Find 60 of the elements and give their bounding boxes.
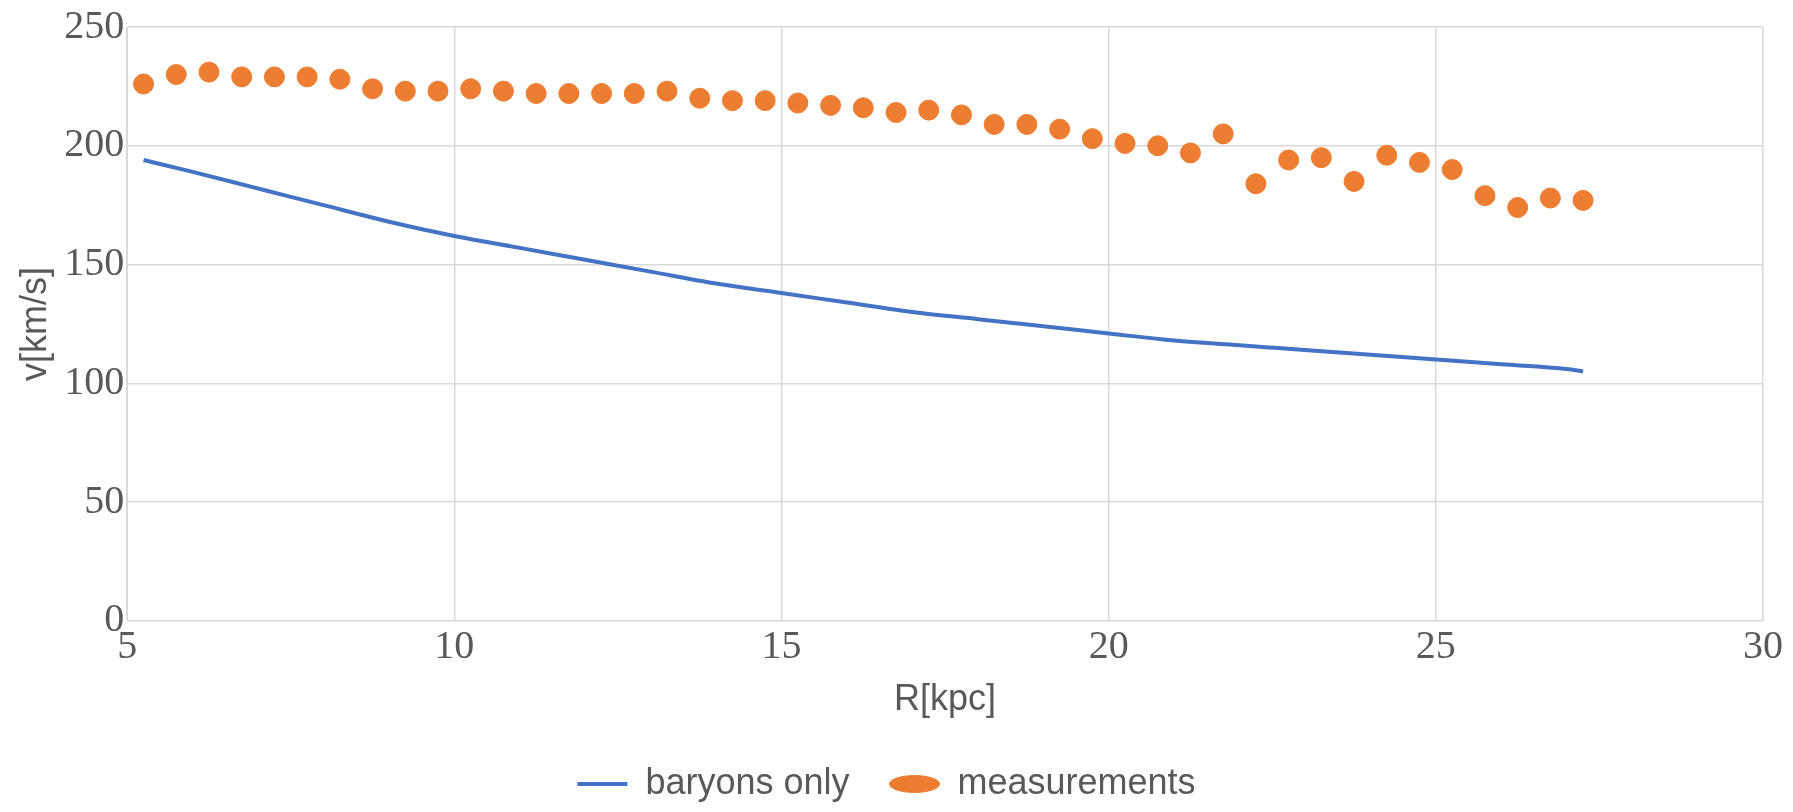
x-tick-label: 10 xyxy=(434,622,475,668)
point xyxy=(1572,189,1594,211)
point xyxy=(1278,149,1300,171)
x-tick-label: 20 xyxy=(1088,622,1129,668)
x-tick-label: 25 xyxy=(1415,622,1456,668)
point xyxy=(591,83,613,105)
y-axis-title: v[km/s] xyxy=(12,266,54,381)
y-tick-label: 200 xyxy=(64,120,125,166)
y-tick-label: 100 xyxy=(64,357,125,403)
point xyxy=(1049,118,1071,140)
point xyxy=(689,87,711,109)
point xyxy=(492,80,514,102)
point xyxy=(165,64,187,85)
legend-label: measurements xyxy=(957,760,1196,802)
point xyxy=(1408,151,1430,173)
point xyxy=(918,99,940,121)
point xyxy=(852,97,874,119)
point xyxy=(721,90,743,112)
point xyxy=(133,73,155,95)
point xyxy=(623,83,645,105)
point xyxy=(820,94,842,116)
point xyxy=(1179,142,1201,164)
point xyxy=(558,83,580,105)
point xyxy=(525,83,547,105)
line-series xyxy=(141,158,1586,374)
point xyxy=(263,66,285,88)
point xyxy=(1343,170,1365,192)
point xyxy=(198,61,220,83)
point xyxy=(362,78,384,100)
point xyxy=(394,80,416,102)
x-tick-label: 30 xyxy=(1743,622,1783,668)
point xyxy=(1212,123,1234,145)
point xyxy=(1081,128,1103,150)
point xyxy=(983,113,1005,135)
x-axis-title: R[kpc] xyxy=(894,677,997,719)
legend-label: baryons only xyxy=(645,760,850,802)
point xyxy=(1539,187,1561,209)
point xyxy=(1507,197,1529,219)
point xyxy=(1147,135,1169,157)
point xyxy=(1310,147,1332,169)
point xyxy=(427,80,449,102)
y-tick-label: 50 xyxy=(84,476,125,522)
point xyxy=(231,66,253,88)
point xyxy=(1114,132,1136,154)
point xyxy=(885,102,907,124)
y-tick-label: 250 xyxy=(64,1,125,47)
point xyxy=(296,66,318,88)
point xyxy=(787,92,809,114)
point xyxy=(656,80,678,102)
x-tick-label: 15 xyxy=(761,622,802,668)
point xyxy=(329,68,351,90)
point xyxy=(754,90,776,112)
y-tick-label: 150 xyxy=(64,239,125,285)
point xyxy=(1441,159,1463,181)
point xyxy=(1376,144,1398,166)
point xyxy=(950,104,972,126)
point xyxy=(1474,185,1496,207)
point xyxy=(460,78,482,100)
point xyxy=(1016,113,1038,135)
point xyxy=(1245,173,1267,195)
